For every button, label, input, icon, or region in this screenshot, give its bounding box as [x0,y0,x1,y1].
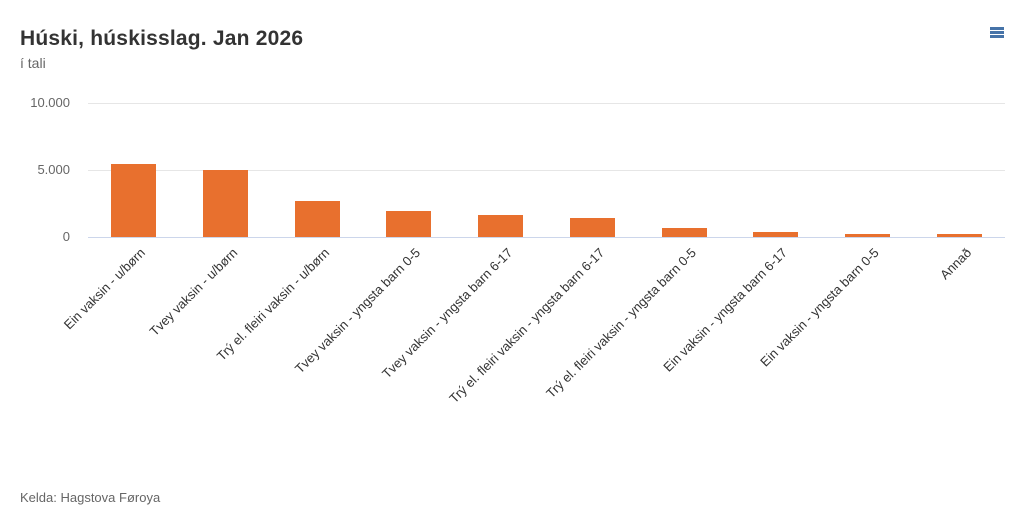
x-axis-label: Ein vaksin - u/børn [61,245,149,333]
x-axis-label: Tvey vaksin - u/børn [146,245,241,339]
y-tick-label: 0 [62,229,70,244]
bar[interactable] [386,210,432,237]
y-tick-label: 10.000 [30,95,70,110]
bar[interactable] [294,200,340,237]
x-axis-label: Trý el. fleiri vaksin - yngsta barn 0-5 [542,245,699,401]
gridline [88,102,1005,104]
x-axis-label: Annað [936,245,974,283]
bar[interactable] [753,231,799,237]
bar[interactable] [569,217,615,237]
chart-subtitle: í tali [20,55,46,71]
y-tick-label: 5.000 [37,162,70,177]
bar[interactable] [661,227,707,237]
bar[interactable] [844,233,890,237]
chart-context-menu-button[interactable] [984,20,1010,44]
bar[interactable] [111,163,157,237]
plot-area [88,102,1005,238]
bar[interactable] [203,170,249,237]
hamburger-menu-icon [990,26,1004,38]
y-axis: 0 5.000 10.000 [0,95,70,244]
x-axis-labels: Ein vaksin - u/børn Tvey vaksin - u/børn T… [0,245,1024,460]
x-axis-line [88,236,1005,238]
source-credit: Kelda: Hagstova Føroya [20,490,161,505]
bar[interactable] [478,214,524,237]
gridline [88,169,1005,171]
x-axis-label: Trý el. fleiri vaksin - yngsta barn 6-17 [445,245,607,406]
bar[interactable] [936,234,982,237]
chart-title: Húski, húskisslag. Jan 2026 [20,27,304,50]
